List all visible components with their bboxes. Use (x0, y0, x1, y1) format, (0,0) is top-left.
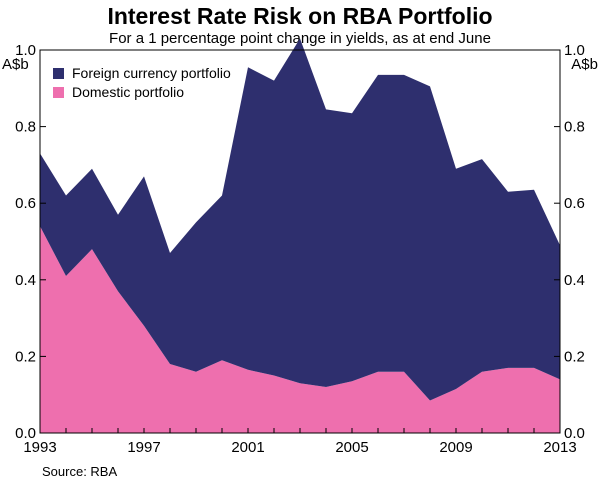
y-tick-label-right: 0.6 (564, 195, 585, 212)
area-domestic-portfolio (40, 226, 560, 433)
chart-title: Interest Rate Risk on RBA Portfolio (107, 3, 492, 29)
axis-ticks: 0.0 0.0 0.2 0.2 0.4 0.4 0.6 0.6 0.8 0.8 1.0 1.0 1993… (15, 42, 585, 456)
y-tick-label-left: 0.6 (15, 195, 36, 212)
area-foreign-currency-portfolio (40, 38, 560, 401)
legend-swatch (53, 87, 64, 98)
y-tick-label-left: 0.0 (15, 425, 36, 442)
y-tick-label-right: 0.8 (564, 119, 585, 136)
y-axis-label-right: A$b (571, 56, 598, 73)
y-tick-label-left: 0.2 (15, 348, 36, 365)
y-tick-label-right: 0.0 (564, 425, 585, 442)
y-tick-label-right: 0.4 (564, 272, 585, 289)
x-tick-label: 2009 (439, 439, 472, 456)
x-tick-label: 2005 (335, 439, 368, 456)
y-tick-label-left: 0.4 (15, 272, 36, 289)
y-tick-label-right: 0.2 (564, 348, 585, 365)
legend-swatch (53, 68, 64, 79)
x-tick-label: 2013 (543, 439, 576, 456)
y-tick-label-left: 1.0 (15, 42, 36, 59)
y-tick-label-left: 0.8 (15, 119, 36, 136)
chart-subtitle: For a 1 percentage point change in yield… (109, 30, 491, 47)
x-tick-label: 1997 (127, 439, 160, 456)
y-tick-label-right: 1.0 (564, 42, 585, 59)
legend: Foreign currency portfolio Domestic portf… (53, 65, 231, 100)
x-tick-label: 2001 (231, 439, 264, 456)
y-axis-label-left: A$b (2, 56, 29, 73)
series-areas (40, 38, 560, 433)
source-note: Source: RBA (42, 464, 117, 479)
x-tick-label: 1993 (23, 439, 56, 456)
legend-label: Domestic portfolio (72, 84, 184, 100)
legend-label: Foreign currency portfolio (72, 65, 231, 81)
